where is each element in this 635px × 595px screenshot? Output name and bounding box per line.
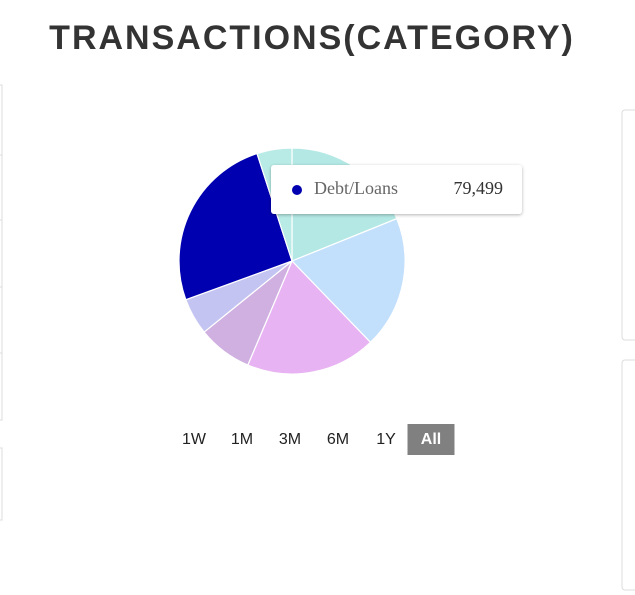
tooltip-swatch <box>292 185 302 195</box>
tooltip-value: 79,499 <box>454 178 504 198</box>
range-button[interactable]: 6M <box>327 431 349 448</box>
range-buttons: 1W 1M 3M 6M 1Y All <box>182 424 455 455</box>
range-button-bg[interactable] <box>407 424 455 455</box>
range-button[interactable]: All <box>421 431 441 448</box>
right-card <box>621 109 635 341</box>
left-card <box>0 84 3 421</box>
range-button[interactable]: 3M <box>279 431 301 448</box>
pie-slice <box>290 217 406 344</box>
range-button[interactable]: 1W <box>182 431 207 448</box>
right-card <box>621 359 635 591</box>
pie-slice <box>247 259 372 375</box>
pie-slice <box>178 152 293 301</box>
left-card <box>0 447 3 521</box>
range-button[interactable]: 1M <box>231 431 253 448</box>
tooltip: Debt/Loans 79,499 <box>271 165 522 214</box>
chart-title: TRANSACTIONS(CATEGORY) <box>49 19 575 57</box>
tooltip-box <box>271 165 522 214</box>
tooltip-label: Debt/Loans <box>314 178 398 198</box>
range-button[interactable]: 1Y <box>376 431 396 448</box>
